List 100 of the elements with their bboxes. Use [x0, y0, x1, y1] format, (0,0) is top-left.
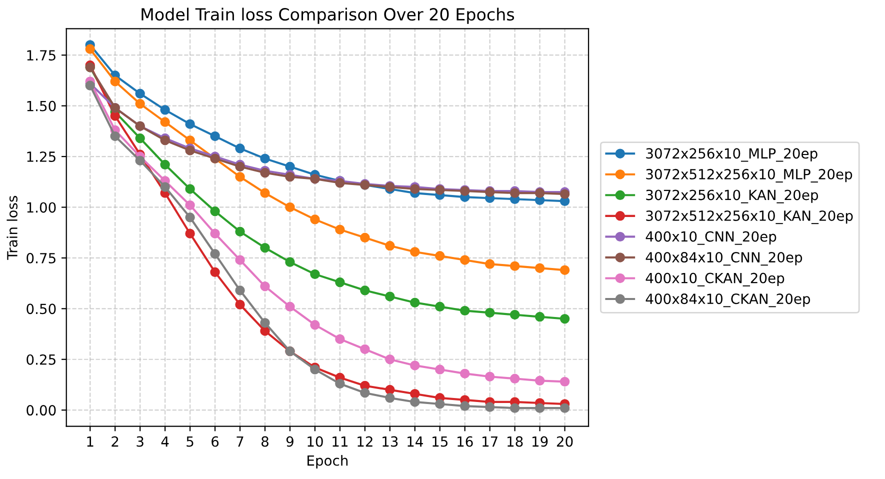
y-tick-label: 0.25	[26, 354, 56, 365]
x-tick-label: 14	[408, 436, 423, 447]
y-axis-title: Train loss	[6, 196, 18, 260]
legend-label: 400x10_CKAN_20ep	[646, 272, 784, 286]
legend-label: 400x84x10_CNN_20ep	[646, 252, 802, 266]
point	[310, 269, 320, 280]
y-tick-label: 1.00	[27, 202, 56, 213]
point	[484, 308, 495, 318]
point	[260, 318, 270, 328]
point	[310, 214, 320, 224]
point	[135, 98, 145, 109]
point	[385, 292, 395, 302]
x-tick-label: 4	[161, 436, 169, 447]
point	[484, 259, 495, 269]
point	[210, 206, 220, 216]
x-tick-label: 6	[212, 436, 219, 447]
point	[510, 261, 520, 271]
point	[185, 200, 195, 210]
x-tick-label: 2	[112, 436, 118, 447]
x-tick-label: 12	[358, 436, 372, 447]
point	[235, 300, 245, 310]
point	[385, 240, 395, 251]
point	[185, 135, 195, 146]
point	[110, 76, 120, 86]
point	[460, 255, 470, 265]
point	[235, 255, 245, 265]
point	[235, 286, 245, 296]
x-tick-label: 3	[136, 436, 144, 447]
point	[385, 354, 395, 364]
point	[435, 364, 445, 374]
point	[260, 154, 270, 164]
point	[484, 402, 495, 412]
point	[160, 117, 170, 127]
point	[360, 232, 370, 243]
point	[285, 162, 295, 172]
point	[435, 251, 445, 261]
legend-label: 3072x256x10_MLP_20ep	[646, 148, 818, 162]
legend-label: 3072x512x256x10_KAN_20ep	[646, 210, 853, 224]
point	[210, 131, 220, 142]
y-tick-label: 1.25	[27, 152, 56, 162]
point	[460, 368, 470, 378]
point	[484, 372, 495, 382]
point	[135, 88, 145, 99]
point	[160, 105, 170, 115]
x-tick-label: 8	[262, 436, 268, 447]
x-tick-label: 1	[87, 436, 94, 447]
point	[185, 228, 195, 238]
point	[435, 302, 445, 312]
legend-label: 400x10_CNN_20ep	[646, 231, 776, 245]
point	[410, 388, 420, 399]
point	[210, 228, 220, 238]
point	[160, 182, 170, 192]
x-tick-label: 11	[332, 436, 348, 447]
point	[510, 403, 520, 413]
point	[534, 312, 545, 322]
point	[285, 257, 295, 267]
x-tick-label: 13	[382, 436, 398, 447]
point	[260, 281, 270, 292]
point	[435, 399, 445, 409]
x-tick-label: 18	[508, 436, 523, 447]
point	[410, 298, 420, 308]
chart-title: Model Train loss Comparison Over 20 Epochs	[142, 8, 514, 24]
y-tick-label: 0.75	[26, 252, 56, 264]
point	[210, 267, 220, 278]
point	[534, 263, 545, 273]
point	[135, 156, 145, 166]
point	[410, 247, 420, 257]
point	[310, 320, 320, 330]
point	[510, 310, 520, 320]
point	[410, 397, 420, 407]
point	[460, 401, 470, 411]
y-tick-label: 0.50	[26, 304, 56, 314]
y-tick-label: 0.00	[26, 405, 56, 416]
point	[185, 119, 195, 129]
x-tick-label: 5	[186, 436, 194, 447]
legend-label: 400x84x10_CKAN_20ep	[646, 294, 810, 308]
point	[285, 302, 295, 312]
point	[85, 44, 95, 54]
point	[235, 226, 245, 236]
point	[160, 160, 170, 170]
point	[360, 388, 370, 398]
x-tick-label: 7	[236, 436, 244, 447]
point	[185, 184, 195, 194]
x-tick-label: 10	[308, 436, 323, 447]
point	[534, 403, 545, 413]
point	[335, 224, 345, 234]
point	[335, 378, 345, 389]
point	[135, 133, 145, 144]
point	[235, 144, 245, 154]
point	[210, 249, 220, 259]
point	[110, 131, 120, 142]
point	[360, 344, 370, 354]
y-tick-label: 1.75	[27, 50, 56, 61]
y-tick-label: 1.50	[27, 100, 56, 112]
legend-label: 3072x256x10_KAN_20ep	[646, 190, 818, 204]
point	[260, 242, 270, 253]
legend-label: 3072x512x256x10_MLP_20ep	[646, 168, 852, 183]
x-tick-label: 19	[532, 436, 548, 447]
point	[560, 403, 570, 413]
x-tick-label: 9	[286, 436, 294, 447]
